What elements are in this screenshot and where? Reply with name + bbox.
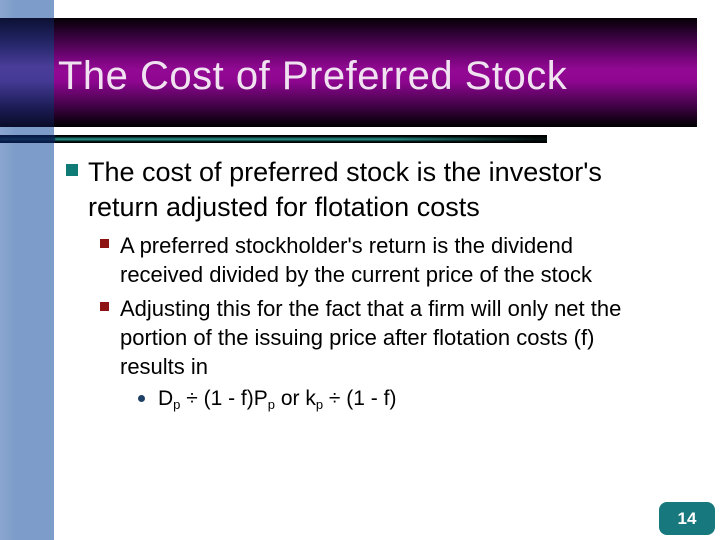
text-line: A preferred stockholder's return is the … bbox=[120, 233, 573, 258]
bullet-square-icon bbox=[100, 239, 109, 248]
separator-bar bbox=[0, 135, 547, 143]
slide-body: The cost of preferred stock is the inves… bbox=[66, 155, 706, 411]
bullet-item-level2: Adjusting this for the fact that a firm … bbox=[100, 294, 706, 381]
text-line: return adjusted for flotation costs bbox=[88, 192, 480, 222]
formula-item-level3: Dp ÷ (1 - f)Pp or kp ÷ (1 - f) bbox=[138, 386, 706, 411]
text-line: portion of the issuing price after flota… bbox=[120, 325, 595, 350]
text-line: results in bbox=[120, 354, 209, 379]
title-banner: The Cost of Preferred Stock bbox=[0, 18, 697, 127]
bullet-square-icon bbox=[66, 164, 78, 176]
page-number-badge: 14 bbox=[659, 502, 715, 535]
page-number: 14 bbox=[677, 508, 697, 528]
banner-sidebar-overlay bbox=[0, 18, 54, 127]
bullet-item-level2: A preferred stockholder's return is the … bbox=[100, 231, 706, 289]
bullet-dot-icon bbox=[138, 395, 145, 402]
text-line: The cost of preferred stock is the inves… bbox=[88, 157, 602, 187]
bullet-square-icon bbox=[100, 302, 109, 311]
slide-title: The Cost of Preferred Stock bbox=[58, 54, 568, 98]
text-line: Adjusting this for the fact that a firm … bbox=[120, 296, 622, 321]
formula-text: Dp ÷ (1 - f)Pp or kp ÷ (1 - f) bbox=[158, 387, 397, 412]
bullet-item-level1: The cost of preferred stock is the inves… bbox=[66, 155, 706, 225]
text-line: received divided by the current price of… bbox=[120, 262, 593, 287]
